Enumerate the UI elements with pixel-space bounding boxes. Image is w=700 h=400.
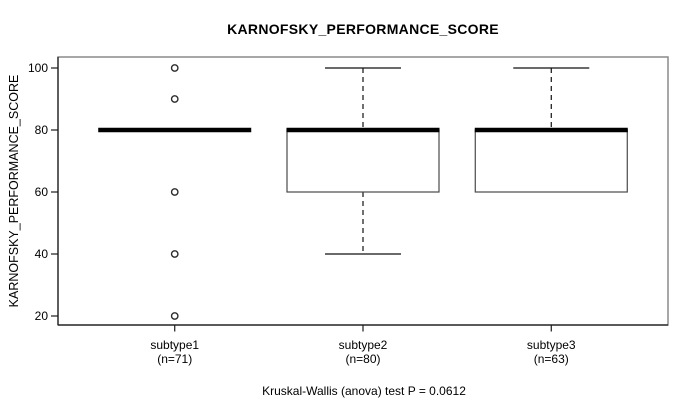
outlier-point xyxy=(170,188,179,196)
outlier-point xyxy=(170,95,179,103)
iqr-box xyxy=(286,129,440,193)
group-count-label: (n=80) xyxy=(345,352,380,366)
y-tick-label: 80 xyxy=(35,123,49,137)
median-line xyxy=(474,127,628,133)
group-count-label: (n=71) xyxy=(157,352,192,366)
group-count-label: (n=63) xyxy=(534,352,569,366)
outlier-point xyxy=(170,64,179,72)
median-line xyxy=(286,127,440,133)
group-label: subtype3 xyxy=(527,338,576,352)
stat-test-caption: Kruskal-Wallis (anova) test P = 0.0612 xyxy=(262,384,466,398)
outlier-point xyxy=(170,250,179,258)
y-tick-label: 60 xyxy=(35,185,49,199)
median-line xyxy=(98,127,252,133)
iqr-box xyxy=(474,129,628,193)
chart-title: KARNOFSKY_PERFORMANCE_SCORE xyxy=(227,21,499,37)
group-label: subtype2 xyxy=(339,338,388,352)
y-tick-label: 20 xyxy=(35,309,49,323)
group-label: subtype1 xyxy=(150,338,199,352)
y-tick-label: 40 xyxy=(35,247,49,261)
y-tick-label: 100 xyxy=(28,61,48,75)
outlier-point xyxy=(170,312,179,320)
